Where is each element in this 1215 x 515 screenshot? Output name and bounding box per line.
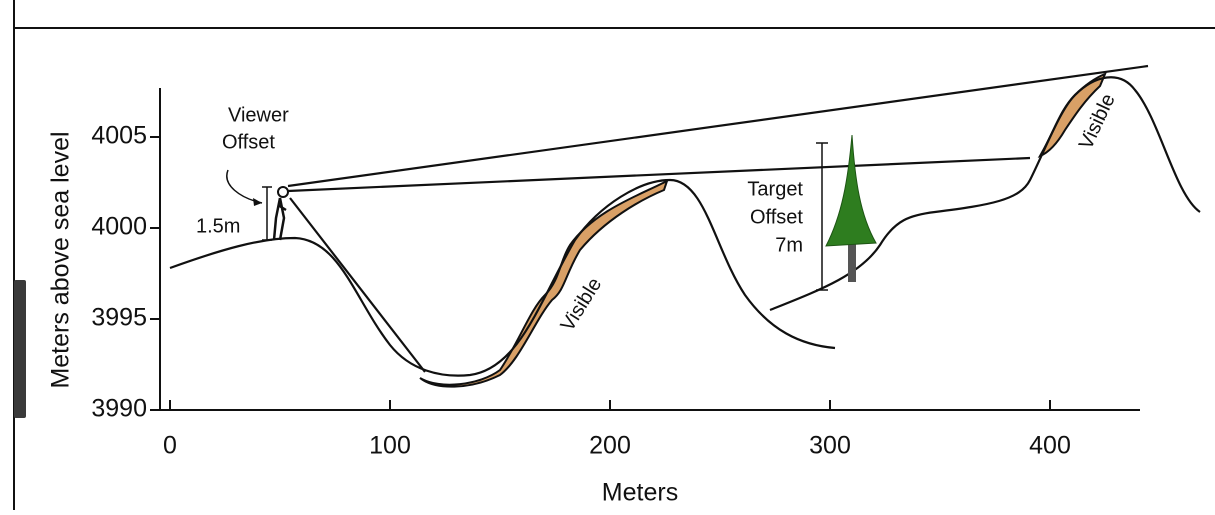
- annotation: Target: [747, 178, 803, 200]
- x-tick-label: 100: [369, 432, 411, 460]
- sight-line: [287, 64, 1149, 188]
- target-offset-bracket: [816, 142, 828, 291]
- arrowhead: [253, 198, 262, 206]
- x-tick-label: 400: [1029, 432, 1071, 460]
- y-tick-label: 3990: [91, 395, 147, 423]
- side-tab: [14, 280, 26, 418]
- x-tick-label: 200: [589, 432, 631, 460]
- y-tick-label: 3995: [91, 304, 147, 332]
- viewer-head: [277, 186, 289, 198]
- terrain: [169, 178, 836, 377]
- annotation: Viewer: [228, 104, 289, 126]
- annotation: 1.5m: [196, 215, 240, 237]
- viewer-offset-bracket: [262, 186, 272, 241]
- y-tick-label: 4005: [91, 122, 147, 150]
- viewer-body: [272, 197, 287, 241]
- x-axis-label: Meters: [602, 479, 678, 507]
- x-tick-label: 0: [163, 432, 177, 460]
- annotation: 7m: [775, 234, 803, 256]
- annotation: Offset: [222, 131, 275, 153]
- sight-line: [289, 197, 426, 373]
- arrow: [226, 169, 263, 204]
- visible-area: [419, 178, 669, 388]
- tree: [825, 134, 877, 247]
- annotation: Offset: [750, 206, 803, 228]
- y-axis-label: Meters above sea level: [47, 131, 75, 388]
- terrain: [769, 76, 1201, 312]
- tree-trunk: [848, 240, 856, 282]
- x-tick-label: 300: [809, 432, 851, 460]
- sight-line: [287, 156, 1031, 193]
- y-tick-label: 4000: [91, 213, 147, 241]
